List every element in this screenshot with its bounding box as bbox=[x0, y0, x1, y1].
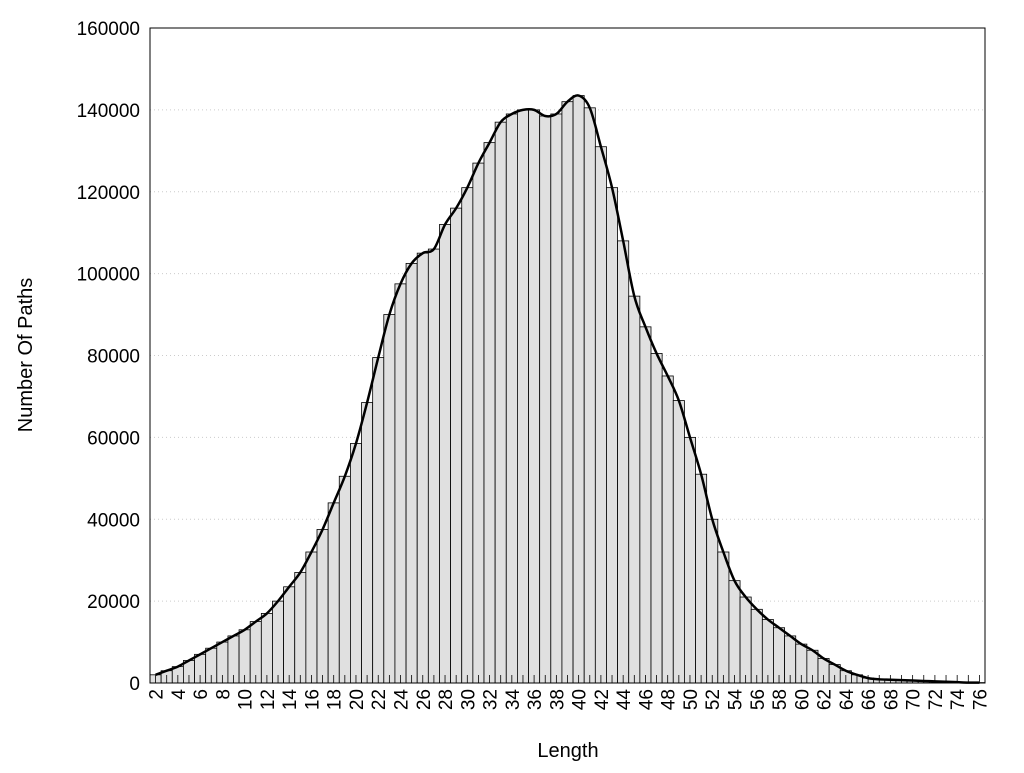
bar bbox=[417, 253, 428, 683]
x-tick-label: 48 bbox=[659, 689, 680, 710]
bar bbox=[618, 241, 629, 683]
x-tick-label: 28 bbox=[436, 689, 457, 710]
x-tick-label: 20 bbox=[347, 689, 368, 710]
y-tick-label: 120000 bbox=[77, 183, 140, 204]
bar bbox=[651, 353, 662, 683]
y-tick-label: 40000 bbox=[87, 510, 140, 531]
bar bbox=[762, 620, 773, 683]
bar bbox=[495, 122, 506, 683]
x-tick-label: 56 bbox=[748, 689, 769, 710]
x-tick-label: 12 bbox=[258, 689, 279, 710]
x-axis-label: Length bbox=[537, 740, 598, 762]
x-tick-label: 44 bbox=[614, 689, 635, 711]
bar bbox=[506, 114, 517, 683]
bar bbox=[729, 581, 740, 683]
bar bbox=[250, 622, 261, 683]
bar bbox=[584, 108, 595, 683]
bar bbox=[328, 503, 339, 683]
bar bbox=[529, 110, 540, 683]
x-tick-label: 76 bbox=[970, 689, 991, 710]
bar bbox=[684, 437, 695, 683]
bar bbox=[718, 552, 729, 683]
x-tick-label: 58 bbox=[770, 689, 791, 710]
x-tick-label: 38 bbox=[547, 689, 568, 710]
bar bbox=[339, 476, 350, 683]
bar bbox=[562, 102, 573, 683]
x-tick-label: 42 bbox=[592, 689, 613, 710]
x-tick-label: 8 bbox=[213, 689, 234, 700]
x-tick-label: 70 bbox=[904, 689, 925, 710]
bar bbox=[740, 597, 751, 683]
x-tick-label: 18 bbox=[325, 689, 346, 710]
x-tick-label: 36 bbox=[525, 689, 546, 710]
x-tick-label: 40 bbox=[570, 689, 591, 710]
x-tick-label: 52 bbox=[703, 689, 724, 710]
bar bbox=[673, 401, 684, 683]
bar bbox=[350, 444, 361, 683]
x-tick-label: 60 bbox=[792, 689, 813, 710]
bar bbox=[696, 474, 707, 683]
y-tick-label: 140000 bbox=[77, 101, 140, 122]
bar bbox=[551, 114, 562, 683]
bar bbox=[751, 609, 762, 683]
x-tick-label: 64 bbox=[837, 689, 858, 711]
bar bbox=[428, 249, 439, 683]
bar bbox=[395, 284, 406, 683]
bar bbox=[272, 601, 283, 683]
x-tick-label: 6 bbox=[191, 689, 212, 700]
y-tick-label: 100000 bbox=[77, 265, 140, 286]
x-tick-label: 72 bbox=[926, 689, 947, 710]
x-tick-label: 16 bbox=[302, 689, 323, 710]
x-tick-label: 4 bbox=[169, 689, 190, 700]
y-tick-label: 160000 bbox=[77, 19, 140, 40]
bar bbox=[640, 327, 651, 683]
x-tick-label: 54 bbox=[726, 689, 747, 711]
bar bbox=[295, 572, 306, 683]
y-tick-label: 20000 bbox=[87, 592, 140, 613]
x-tick-label: 66 bbox=[859, 689, 880, 710]
bar bbox=[284, 587, 295, 683]
x-tick-label: 74 bbox=[948, 689, 969, 711]
bar bbox=[517, 110, 528, 683]
x-tick-label: 46 bbox=[636, 689, 657, 710]
bar bbox=[451, 208, 462, 683]
x-tick-label: 22 bbox=[369, 689, 390, 710]
bar bbox=[595, 147, 606, 683]
bar bbox=[573, 96, 584, 683]
bar bbox=[306, 552, 317, 683]
bar bbox=[540, 116, 551, 683]
x-tick-label: 68 bbox=[881, 689, 902, 710]
y-tick-label: 0 bbox=[129, 674, 140, 695]
bar bbox=[606, 188, 617, 683]
x-tick-label: 26 bbox=[414, 689, 435, 710]
bar bbox=[384, 315, 395, 683]
y-tick-label: 80000 bbox=[87, 347, 140, 368]
bar bbox=[462, 188, 473, 683]
bar bbox=[439, 225, 450, 684]
x-tick-label: 34 bbox=[503, 689, 524, 711]
x-tick-label: 62 bbox=[815, 689, 836, 710]
bar bbox=[662, 376, 673, 683]
bar bbox=[362, 403, 373, 683]
x-tick-label: 14 bbox=[280, 689, 301, 711]
y-axis-label: Number Of Paths bbox=[15, 278, 37, 433]
bar bbox=[707, 519, 718, 683]
x-tick-label: 2 bbox=[147, 689, 168, 700]
bar bbox=[406, 263, 417, 683]
bar bbox=[373, 358, 384, 683]
bar bbox=[317, 529, 328, 683]
x-tick-label: 50 bbox=[681, 689, 702, 710]
x-tick-label: 10 bbox=[236, 689, 257, 710]
y-tick-label: 60000 bbox=[87, 428, 140, 449]
bar bbox=[484, 143, 495, 683]
bar bbox=[773, 628, 784, 683]
bar bbox=[629, 296, 640, 683]
bar bbox=[473, 163, 484, 683]
x-tick-label: 32 bbox=[481, 689, 502, 710]
x-tick-label: 30 bbox=[458, 689, 479, 710]
bar bbox=[261, 613, 272, 683]
x-tick-label: 24 bbox=[392, 689, 413, 711]
